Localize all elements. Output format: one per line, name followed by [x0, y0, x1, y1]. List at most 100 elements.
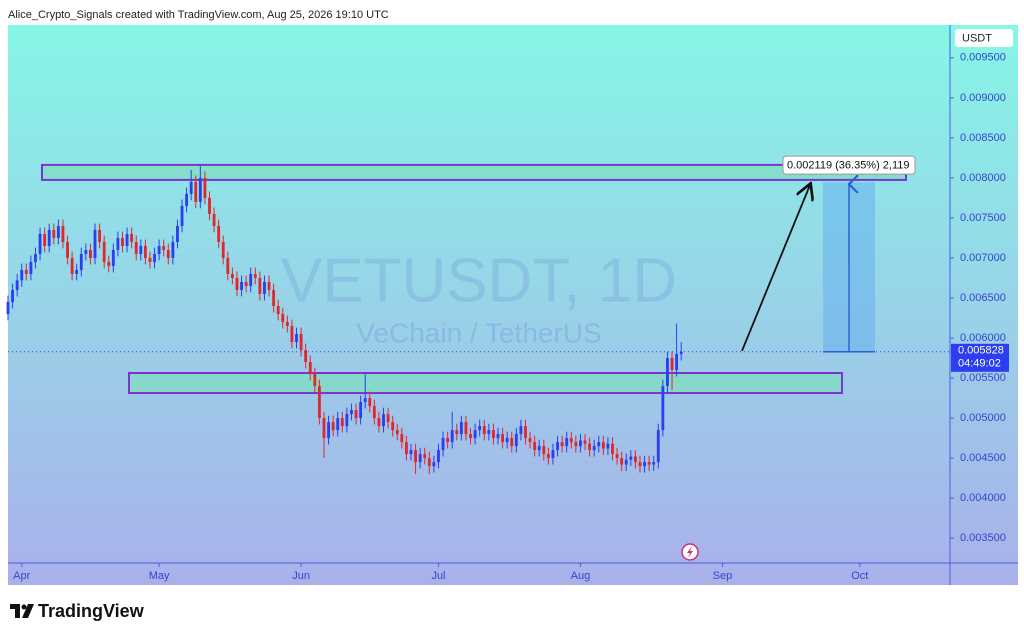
candle-body: [203, 177, 207, 198]
candle-body: [299, 334, 303, 351]
candle-body: [469, 434, 472, 439]
candle-body: [75, 269, 79, 274]
candle-body: [473, 430, 477, 439]
candle-body: [79, 253, 83, 270]
candle-body: [368, 398, 372, 407]
candle-body: [359, 402, 363, 419]
candle-body: [464, 422, 468, 435]
candle-body: [263, 281, 266, 294]
y-tick-label: 0.009500: [960, 52, 1006, 64]
candle-body: [148, 257, 152, 262]
candle-body: [624, 459, 628, 465]
candle-body: [432, 462, 436, 467]
watermark-title: VETUSDT, 1D: [281, 246, 677, 315]
candle-body: [514, 434, 518, 447]
candle-body: [633, 456, 637, 463]
candle-body: [661, 386, 665, 431]
candle-body: [505, 438, 509, 443]
candle-body: [171, 241, 175, 258]
candle-body: [574, 442, 578, 447]
candle-body: [459, 422, 463, 435]
zone: [128, 372, 843, 395]
y-tick-label: 0.006500: [960, 292, 1006, 304]
candle-body: [363, 398, 367, 403]
candle-body: [84, 249, 88, 254]
y-tick-label: 0.004500: [960, 452, 1006, 464]
candle-body: [446, 438, 450, 443]
candle-body: [569, 438, 573, 443]
candle-body: [336, 418, 340, 431]
last-price-label: 0.005828: [958, 345, 1004, 357]
candle-body: [208, 197, 211, 214]
candle-body: [414, 450, 417, 463]
candle-body: [139, 245, 143, 254]
y-tick-label: 0.006000: [960, 332, 1006, 344]
candle-body: [240, 281, 243, 290]
y-tick-label: 0.004000: [960, 492, 1006, 504]
candle-body: [423, 454, 427, 459]
candle-body: [70, 257, 74, 274]
candle-body: [441, 438, 445, 451]
candle-body: [679, 351, 683, 355]
candle-body: [221, 241, 225, 258]
candle-body: [556, 442, 559, 451]
candle-body: [409, 450, 413, 455]
candle-body: [345, 414, 349, 427]
candle-body: [656, 430, 660, 463]
candle-body: [606, 443, 610, 449]
lightning-icon: [681, 543, 699, 561]
candle-body: [652, 462, 656, 465]
countdown: 04:49:02: [958, 358, 1001, 370]
header: Alice_Crypto_Signals created with Tradin…: [8, 9, 389, 21]
candle-body: [317, 386, 321, 419]
candle-body: [157, 245, 161, 254]
candle-body: [125, 233, 129, 246]
candle-body: [304, 350, 308, 363]
y-tick-label: 0.007500: [960, 212, 1006, 224]
candle-body: [427, 458, 431, 467]
candle-body: [528, 438, 532, 443]
candle-body: [130, 233, 134, 242]
candle-body: [93, 229, 97, 258]
candle-body: [313, 374, 317, 387]
candle-body: [89, 249, 92, 258]
candle-body: [391, 422, 395, 431]
candle-body: [647, 462, 651, 465]
y-tick-label: 0.008500: [960, 132, 1006, 144]
candle-body: [404, 442, 408, 455]
y-tick-label: 0.008000: [960, 172, 1006, 184]
y-tick-label: 0.003500: [960, 532, 1006, 544]
trend-arrow: [741, 185, 810, 352]
candle-body: [372, 406, 376, 419]
candle-body: [377, 418, 381, 427]
candle-body: [11, 289, 14, 303]
candle-body: [61, 225, 65, 242]
candle-body: [611, 443, 614, 455]
x-tick-label: Jun: [292, 570, 310, 582]
candle-body: [285, 322, 289, 327]
candle-body: [455, 430, 459, 435]
candle-body: [38, 233, 42, 254]
candle-body: [537, 446, 541, 451]
x-tick-label: Jul: [431, 570, 445, 582]
candle-body: [533, 442, 537, 451]
candle-body: [162, 245, 166, 250]
watermark-subtitle: VeChain / TetherUS: [356, 317, 601, 348]
candle-body: [560, 442, 564, 447]
candle-body: [670, 358, 674, 371]
candle-body: [15, 280, 19, 290]
measure-label-box: [782, 155, 916, 175]
candle-body: [350, 410, 353, 415]
x-tick-label: Aug: [571, 570, 591, 582]
candle-body: [43, 233, 47, 246]
measure-label: 0.002119 (36.35%) 2,119: [787, 160, 910, 172]
y-tick-label: 0.005500: [960, 372, 1006, 384]
candle-body: [551, 450, 555, 459]
last-price-tag: [951, 343, 1009, 372]
candle-body: [524, 426, 527, 439]
candle-body: [272, 289, 276, 307]
candle-body: [290, 326, 294, 343]
candle-body: [111, 249, 115, 266]
candle-body: [354, 410, 358, 419]
